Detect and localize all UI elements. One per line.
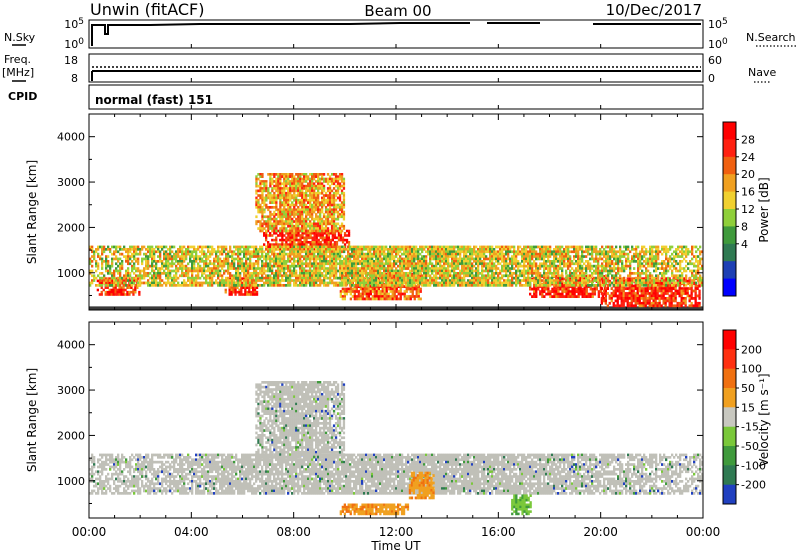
time-axis-label: Time UT [370, 539, 421, 553]
nsearch-tick-top: 105 [708, 17, 728, 31]
echo-region [511, 494, 532, 516]
colorbar-tick-label: -15 [741, 421, 759, 434]
cpid-panel: CPID normal (fast) 151 [8, 84, 704, 110]
beam-title: Beam 00 [364, 2, 431, 20]
power-ylabel: Slant Range [km] [25, 160, 39, 264]
echo-region [339, 503, 410, 516]
colorbar-swatch [723, 226, 736, 245]
velocity-panel: 1000 2000 3000 4000 Slant Range [km] [25, 321, 704, 519]
x-tick-label: 00:00 [686, 525, 721, 539]
colorbar-swatch [723, 484, 736, 505]
nsky-label: N.Sky [4, 31, 36, 44]
cpid-value: normal (fast) 151 [95, 93, 213, 107]
velocity-axes: 1000 2000 3000 4000 [57, 339, 703, 504]
power-echoes [89, 173, 703, 310]
colorbar-swatch [723, 209, 736, 227]
colorbar-swatch [723, 330, 736, 350]
velocity-ylabel: Slant Range [km] [25, 368, 39, 472]
nsearch-label: N.Search [746, 31, 796, 44]
x-tick-label: 04:00 [174, 525, 209, 539]
y-tick-label: 2000 [57, 221, 85, 234]
power-colorbar: 28 24 20 16 12 8 4 [722, 121, 755, 297]
colorbar-tick-label: 12 [741, 203, 755, 216]
colorbar-swatch [723, 407, 736, 427]
x-tick-label: 12:00 [379, 525, 414, 539]
x-tick-label: 16:00 [481, 525, 516, 539]
nsky-tick-bottom: 100 [64, 37, 84, 51]
colorbar-tick-label: 100 [741, 363, 762, 376]
colorbar-swatch [723, 349, 736, 369]
colorbar-tick-label: 16 [741, 186, 755, 199]
colorbar-tick-label: 50 [741, 382, 755, 395]
freq-panel: Freq. [MHz] 18 8 60 0 Nave [2, 53, 776, 85]
x-tick-label: 20:00 [583, 525, 618, 539]
colorbar-tick-label: 24 [741, 151, 755, 164]
colorbar-swatch [723, 388, 736, 408]
colorbar-frame [722, 329, 737, 505]
x-tick-label: 08:00 [276, 525, 311, 539]
colorbar-swatch [723, 243, 736, 262]
colorbar-swatch [723, 278, 736, 297]
freq-unit: [MHz] [2, 66, 34, 79]
echo-region [255, 381, 346, 459]
colorbar-tick-label: 15 [741, 401, 755, 414]
colorbar-swatch [723, 446, 736, 466]
colorbar-tick-label: 4 [741, 238, 748, 251]
power-panel: 1000 2000 3000 4000 Slant Range [km] [25, 113, 704, 311]
x-tick-label: 00:00 [72, 525, 107, 539]
nave-label: Nave [748, 66, 776, 79]
colorbar-swatch [723, 156, 736, 175]
velocity-echoes [89, 381, 703, 516]
colorbar-tick-label: 200 [741, 343, 762, 356]
nsky-trace [91, 22, 470, 46]
y-tick-label: 3000 [57, 384, 85, 397]
nsky-tick-top: 105 [64, 17, 84, 31]
nave-tick-top: 60 [708, 54, 722, 67]
y-tick-label: 3000 [57, 176, 85, 189]
nsearch-tick-bottom: 100 [708, 37, 728, 51]
y-tick-label: 1000 [57, 475, 85, 488]
colorbar-tick-label: -50 [741, 440, 759, 453]
colorbar-swatch [723, 174, 736, 192]
colorbar-swatch [723, 122, 736, 140]
colorbar-swatch [723, 368, 736, 389]
site-title: Unwin (fitACF) [90, 0, 204, 19]
echo-region [89, 245, 703, 287]
colorbar-tick-label: 20 [741, 168, 755, 181]
colorbar-swatch [723, 465, 736, 485]
y-tick-label: 4000 [57, 339, 85, 352]
y-tick-label: 4000 [57, 131, 85, 144]
power-axes: 1000 2000 3000 4000 [57, 131, 703, 296]
colorbar-tick-label: 8 [741, 220, 748, 233]
cpid-label: CPID [8, 90, 37, 103]
colorbar-tick-label: -100 [741, 459, 766, 472]
colorbar-swatch [723, 139, 736, 158]
echo-region [408, 471, 435, 500]
nave-tick-bottom: 0 [708, 72, 715, 85]
freq-label: Freq. [4, 53, 31, 66]
freq-frame [88, 53, 704, 83]
colorbar-swatch [723, 191, 736, 210]
nsky-panel: N.Sky 105 100 105 100 N.Search [4, 17, 796, 51]
echo-region [89, 453, 703, 495]
colorbar-tick-label: 28 [741, 133, 755, 146]
power-colorbar-label: Power [dB] [757, 177, 771, 242]
y-tick-label: 2000 [57, 429, 85, 442]
date-title: 10/Dec/2017 [606, 1, 702, 19]
time-axis: 00:00 04:00 08:00 12:00 16:00 20:00 00:00 [72, 44, 721, 539]
echo-region [255, 173, 346, 233]
freq-tick-bottom: 8 [71, 72, 78, 85]
colorbar-swatch [723, 261, 736, 279]
colorbar-swatch [723, 426, 736, 447]
freq-tick-top: 18 [64, 54, 78, 67]
colorbar-tick-label: -200 [741, 479, 766, 492]
velocity-colorbar-label: Velocity [m s⁻¹] [757, 373, 771, 466]
velocity-colorbar: 200 100 50 15 -15 -50 -100 -200 [722, 329, 766, 505]
y-tick-label: 1000 [57, 267, 85, 280]
